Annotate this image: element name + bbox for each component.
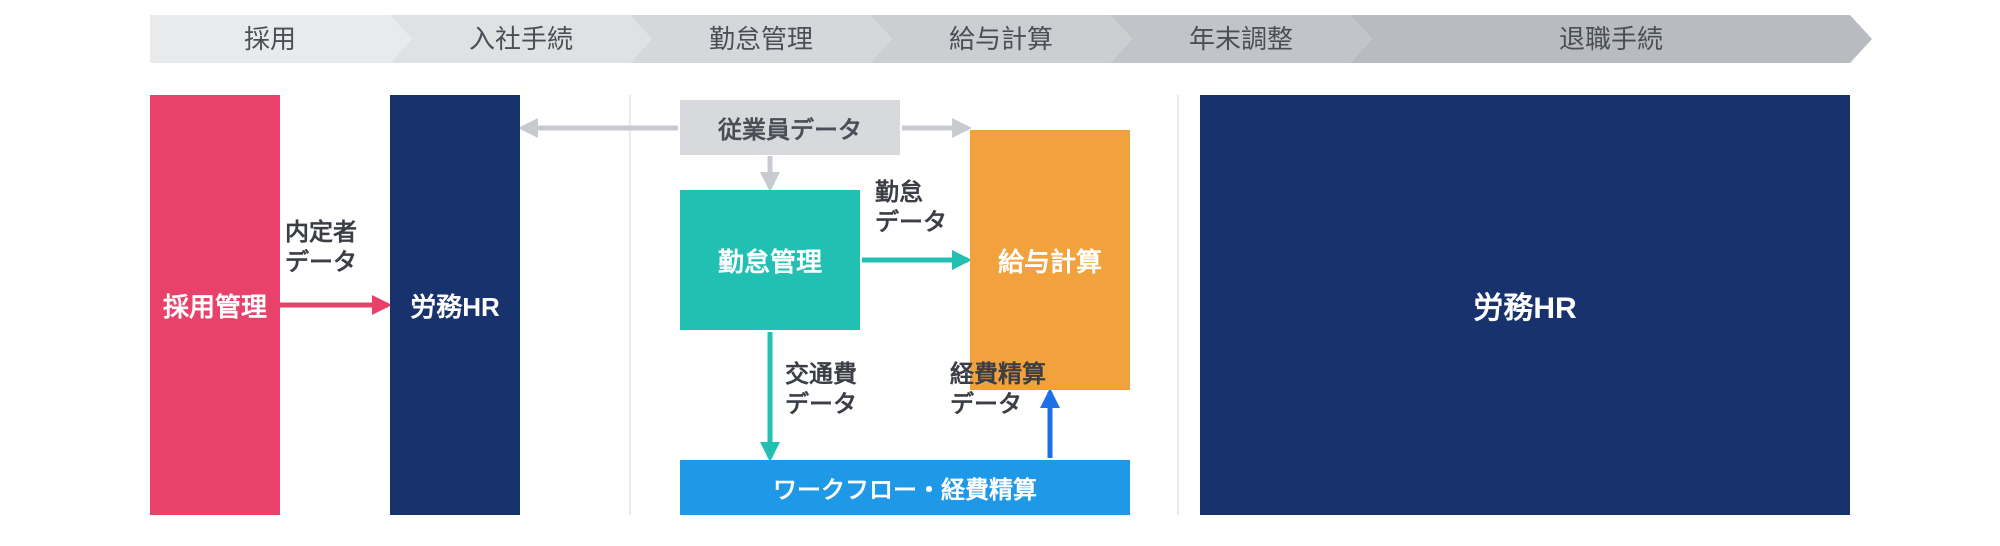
box-recruit-label: 採用管理 — [163, 287, 267, 324]
header-step-label-0: 採用 — [244, 24, 296, 54]
box-payroll-label: 給与計算 — [998, 242, 1102, 279]
box-attend: 勤怠管理 — [680, 190, 860, 330]
box-hr2: 労務HR — [1200, 95, 1850, 515]
box-hr1: 労務HR — [390, 95, 520, 515]
header-step-label-3: 給与計算 — [949, 24, 1053, 54]
flowlabel-koutsuhi: 交通費データ — [785, 360, 857, 420]
flowlabel-keihi: 経費精算データ — [950, 360, 1046, 420]
header-step-label-1: 入社手続 — [469, 24, 573, 54]
box-recruit: 採用管理 — [150, 95, 280, 515]
flowlabel-kintai: 勤怠データ — [875, 178, 947, 238]
box-employee-label: 従業員データ — [718, 110, 862, 145]
header-step-label-2: 勤怠管理 — [709, 24, 813, 54]
header-step-label-5: 退職手続 — [1559, 24, 1663, 54]
header-step-label-4: 年末調整 — [1189, 24, 1293, 54]
box-hr2-label: 労務HR — [1473, 283, 1576, 327]
flowlabel-naiteisha: 内定者データ — [285, 218, 357, 278]
box-employee: 従業員データ — [680, 100, 900, 155]
box-payroll: 給与計算 — [970, 130, 1130, 390]
box-workflow-label: ワークフロー・経費精算 — [773, 470, 1037, 505]
box-hr1-label: 労務HR — [410, 287, 500, 324]
box-attend-label: 勤怠管理 — [718, 242, 822, 279]
box-workflow: ワークフロー・経費精算 — [680, 460, 1130, 515]
